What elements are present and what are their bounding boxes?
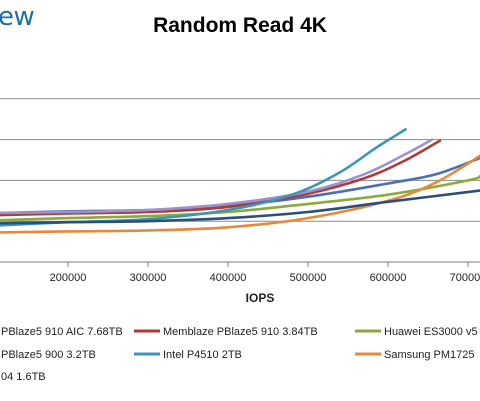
x-tick-label: 500000 (290, 272, 327, 284)
series-line (0, 189, 480, 225)
x-axis-title: IOPS (245, 291, 275, 305)
x-tick-label: 700000 (450, 272, 480, 284)
x-tick-label: 400000 (210, 272, 247, 284)
watermark-logo: ew (0, 2, 35, 32)
legend-label: Memblaze PBlaze5 910 3.84TB (163, 326, 318, 338)
x-tick-labels: 200000 300000 400000 500000 600000 700000 (50, 272, 480, 284)
series-line (0, 139, 442, 217)
legend-label: Samsung PM1725 (384, 349, 475, 361)
series-line (0, 154, 480, 234)
legend-label: Intel P4510 2TB (163, 349, 242, 361)
legend-label: PBlaze5 900 3.2TB (1, 349, 96, 361)
legend: PBlaze5 910 AIC 7.68TB Memblaze PBlaze5 9… (1, 326, 478, 383)
chart-title: Random Read 4K (153, 14, 327, 37)
legend-label: 04 1.6TB (1, 371, 46, 383)
legend-label: Huawei ES3000 v5 (384, 326, 478, 338)
legend-label: PBlaze5 910 AIC 7.68TB (1, 326, 123, 338)
axes (0, 261, 480, 267)
x-tick-label: 300000 (130, 272, 167, 284)
x-tick-label: 200000 (50, 272, 87, 284)
series-lines (0, 128, 480, 234)
series-line (0, 175, 480, 222)
series-line (0, 138, 434, 215)
x-tick-label: 600000 (370, 272, 407, 284)
